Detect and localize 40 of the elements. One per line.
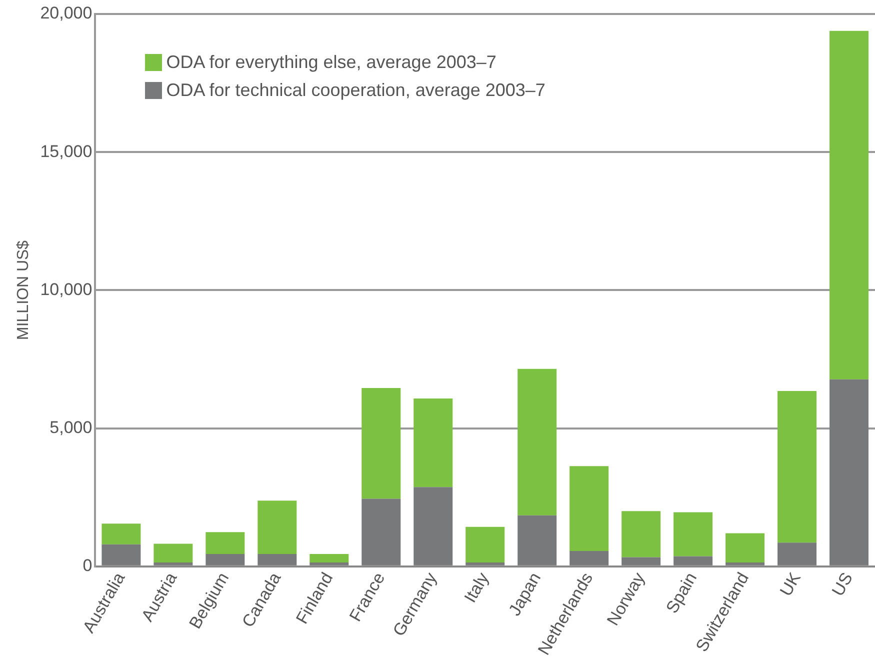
x-tick-label: US [828, 569, 857, 600]
bar [622, 511, 661, 558]
bar [830, 30, 868, 380]
bar [362, 388, 401, 499]
y-tick-label: 0 [82, 556, 92, 576]
bar [206, 554, 245, 566]
y-tick-label: 20,000 [40, 4, 92, 23]
bar [570, 466, 609, 551]
bar [778, 391, 817, 543]
bar [466, 526, 505, 563]
y-axis-title: MILLION US$ [15, 240, 32, 340]
bar [414, 398, 453, 488]
bar [466, 562, 505, 566]
bar [518, 368, 557, 516]
bar [154, 562, 193, 566]
bar [570, 550, 609, 566]
bar [674, 556, 713, 566]
bar [310, 554, 349, 563]
bar [622, 557, 661, 566]
bar [726, 562, 765, 566]
bar [518, 515, 557, 566]
legend-label: ODA for technical cooperation, average 2003–7 [166, 80, 546, 100]
x-tick-label: UK [776, 568, 805, 600]
bar [726, 533, 765, 563]
bar [102, 524, 141, 544]
bar [674, 512, 713, 556]
bar [830, 379, 868, 566]
bar [258, 554, 297, 566]
y-tick-label: 5,000 [50, 418, 92, 437]
y-tick-label: 10,000 [40, 280, 92, 299]
bar [154, 544, 193, 563]
legend-label: ODA for everything else, average 2003–7 [166, 52, 496, 72]
bar [102, 544, 141, 566]
bar [310, 562, 349, 566]
bar [258, 500, 297, 554]
y-tick-label: 15,000 [40, 142, 92, 161]
bar [362, 498, 401, 566]
bar [778, 542, 817, 566]
bar [206, 532, 245, 554]
bar [414, 487, 453, 566]
